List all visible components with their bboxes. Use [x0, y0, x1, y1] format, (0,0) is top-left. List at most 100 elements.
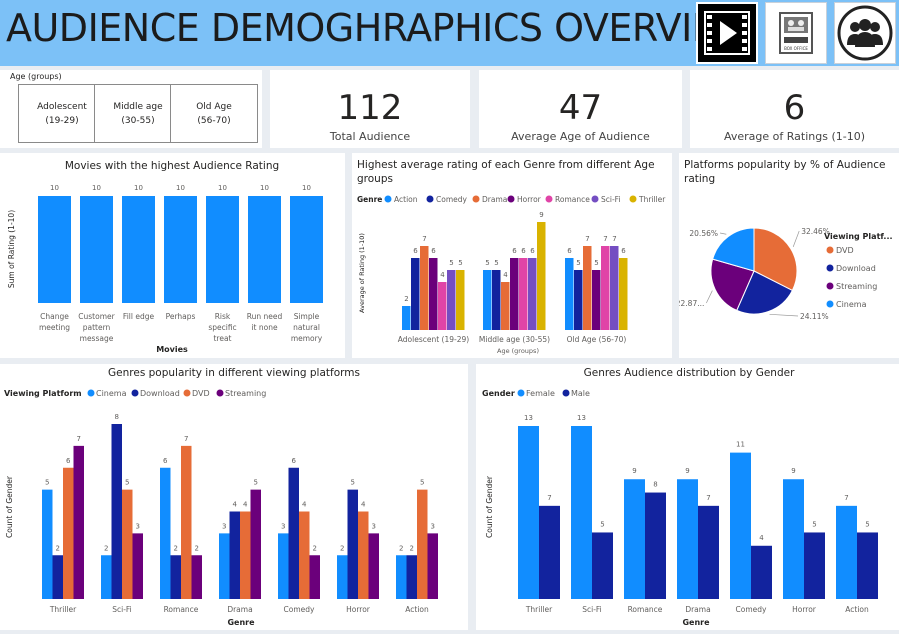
data-label: 6	[567, 247, 572, 255]
data-label: 2	[313, 544, 317, 552]
data-label: 7	[585, 235, 589, 243]
data-label: 10	[176, 184, 185, 192]
genre-age-chart-panel: Highest average rating of each Genre fro…	[352, 153, 672, 358]
bar	[783, 479, 804, 599]
video-play-icon[interactable]	[696, 2, 758, 64]
x-tick-label: Thriller	[49, 605, 77, 614]
legend-label: Streaming	[836, 282, 877, 291]
box-office-label: BOX OFFICE	[784, 46, 808, 51]
x-tick-label: Action	[405, 605, 429, 614]
legend-marker	[216, 389, 224, 397]
x-tick-label: Drama	[685, 605, 710, 614]
data-label: 3	[431, 522, 435, 530]
kpi-label: Average Age of Audience	[511, 130, 650, 143]
box-office-icon[interactable]: BOX OFFICE	[765, 2, 827, 64]
data-label: 5	[812, 520, 816, 528]
legend-label: Horror	[517, 195, 542, 204]
legend-label: DVD	[836, 246, 854, 255]
legend-marker	[472, 195, 480, 203]
bar	[38, 196, 71, 303]
legend-marker	[629, 195, 637, 203]
kpi-card-average-age: 47 Average Age of Audience	[479, 70, 682, 148]
data-label: 5	[865, 520, 869, 528]
x-tick-label: meeting	[39, 323, 70, 332]
bar	[447, 270, 456, 330]
data-label: 5	[125, 479, 129, 487]
bar	[438, 282, 447, 330]
legend-title: Genre	[357, 195, 382, 204]
bar	[396, 555, 407, 599]
legend-label: Download	[140, 389, 180, 398]
x-tick-label: Adolescent (19-29)	[398, 335, 469, 344]
slicer-item-range: (30-55)	[121, 115, 155, 126]
data-label: 5	[449, 259, 453, 267]
legend-label: Female	[526, 389, 555, 398]
data-label: 5	[254, 479, 258, 487]
legend-marker	[826, 264, 834, 272]
bar	[537, 222, 546, 330]
bar	[427, 533, 438, 599]
bar	[857, 532, 878, 599]
data-label: 10	[134, 184, 143, 192]
genre-platform-chart-panel: Genres popularity in different viewing p…	[0, 364, 468, 630]
pie-slice	[736, 270, 794, 315]
platform-pie-chart-panel: Platforms popularity by % of Audience ra…	[676, 153, 899, 358]
legend-marker	[87, 389, 95, 397]
slicer-item-old-age[interactable]: Old Age (56-70)	[170, 84, 258, 143]
bar	[565, 258, 574, 330]
data-label: 10	[218, 184, 227, 192]
legend-marker	[826, 300, 834, 308]
data-label: 5	[594, 259, 598, 267]
x-tick-label: Sci-Fi	[112, 605, 132, 614]
x-tick-label: Comedy	[736, 605, 768, 614]
x-tick-label: Customer	[78, 312, 115, 321]
legend-label: Romance	[555, 195, 590, 204]
x-tick-label: specific	[208, 323, 236, 332]
slicer-item-adolescent[interactable]: Adolescent (19-29)	[18, 84, 106, 143]
genre-platform-chart: Genres popularity in different viewing p…	[4, 367, 438, 627]
bar	[278, 533, 289, 599]
slicer-item-middle-age[interactable]: Middle age (30-55)	[94, 84, 182, 143]
bar	[519, 258, 528, 330]
bar	[518, 426, 539, 599]
bar	[290, 196, 323, 303]
genre-gender-chart-panel: Genres Audience distribution by Gender Ge…	[476, 364, 899, 630]
legend-label: Male	[571, 389, 590, 398]
data-label: 5	[576, 259, 580, 267]
x-axis-title: Genre	[227, 618, 255, 627]
audience-group-icon[interactable]	[834, 2, 896, 64]
bar	[402, 306, 411, 330]
bar	[122, 489, 133, 599]
header-bar: AUDIENCE DEMOGHRAPHICS OVERVIEW BOX OFFI…	[0, 0, 899, 66]
legend-title: Viewing Platform	[4, 389, 82, 398]
data-label: 10	[260, 184, 269, 192]
data-label: 7	[77, 435, 81, 443]
bar	[170, 555, 181, 599]
data-label: 2	[56, 544, 60, 552]
legend-label: Action	[394, 195, 418, 204]
kpi-card-average-rating: 6 Average of Ratings (1-10)	[690, 70, 899, 148]
bar	[288, 467, 299, 599]
top-movies-chart-panel: Movies with the highest Audience Rating 1…	[0, 153, 345, 358]
data-label: 7	[612, 235, 616, 243]
data-label: 9	[791, 467, 795, 475]
data-label: 20.56%	[689, 229, 718, 238]
data-label: 4	[233, 501, 238, 509]
bar	[539, 505, 560, 599]
bar	[619, 258, 628, 330]
bar	[420, 246, 429, 330]
bar	[63, 467, 74, 599]
kpi-card-total-audience: 112 Total Audience	[270, 70, 470, 148]
x-tick-label: Risk	[215, 312, 231, 321]
bar	[368, 533, 379, 599]
data-label: 6	[521, 247, 526, 255]
data-label: 6	[163, 457, 168, 465]
bar	[52, 555, 63, 599]
legend-label: Drama	[482, 195, 507, 204]
data-label: 6	[512, 247, 517, 255]
x-tick-label: memory	[291, 334, 323, 343]
kpi-value: 6	[783, 88, 806, 128]
x-tick-label: Horror	[346, 605, 371, 614]
bar	[406, 555, 417, 599]
bar	[219, 533, 230, 599]
